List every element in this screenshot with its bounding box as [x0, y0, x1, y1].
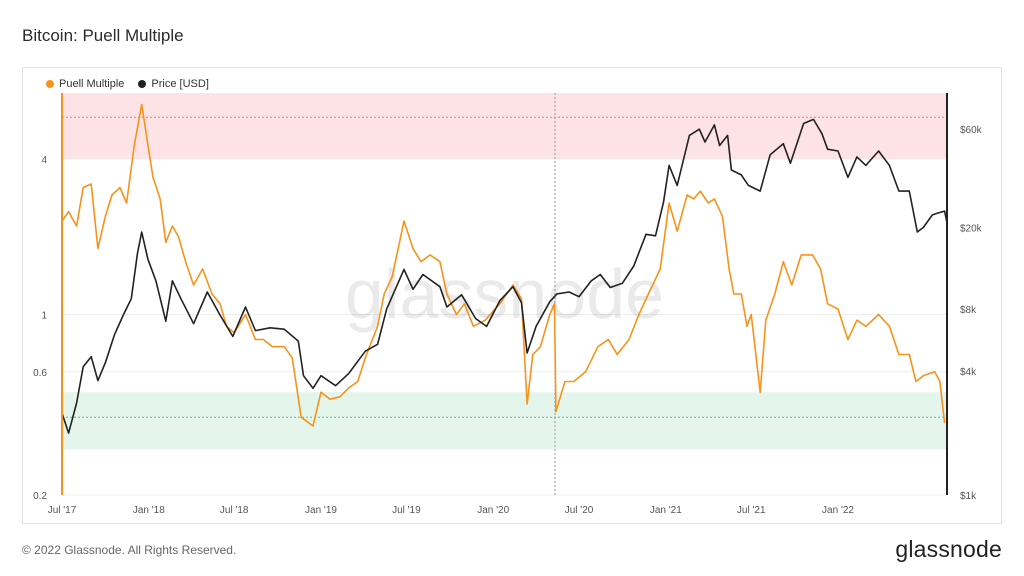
- legend-price-label: Price [USD]: [151, 78, 209, 90]
- red-zone: [62, 93, 947, 159]
- chart-title: Bitcoin: Puell Multiple: [22, 26, 184, 45]
- y-left-tick-0: 0.2: [33, 491, 47, 502]
- x-tick-0: Jul '17: [48, 505, 77, 516]
- green-zone: [62, 392, 947, 450]
- y-right-tick-4: $60k: [960, 125, 983, 136]
- x-tick-1: Jan '18: [133, 505, 165, 516]
- legend-price-dot: [138, 80, 147, 88]
- x-tick-4: Jul '19: [392, 505, 421, 516]
- copyright-footer: © 2022 Glassnode. All Rights Reserved.: [22, 543, 237, 557]
- x-tick-7: Jan '21: [650, 505, 682, 516]
- legend-puell-label: Puell Multiple: [59, 78, 125, 90]
- price-line: [61, 118, 948, 434]
- x-tick-9: Jan '22: [822, 505, 854, 516]
- legend-puell-dot: [46, 80, 54, 88]
- y-right-tick-1: $4k: [960, 367, 977, 378]
- x-tick-2: Jul '18: [220, 505, 249, 516]
- y-right-tick-2: $8k: [960, 305, 977, 316]
- x-tick-6: Jul '20: [565, 505, 594, 516]
- legend: Puell Multiple Price [USD]: [46, 78, 209, 90]
- y-left-tick-2: 1: [41, 310, 47, 321]
- glassnode-logo: glassnode: [895, 536, 1002, 562]
- x-tick-5: Jan '20: [477, 505, 509, 516]
- x-tick-8: Jul '21: [737, 505, 766, 516]
- y-right-tick-3: $20k: [960, 223, 983, 234]
- x-tick-3: Jan '19: [305, 505, 337, 516]
- y-left-tick-3: 4: [41, 155, 47, 166]
- legend-item-puell[interactable]: Puell Multiple: [46, 78, 124, 90]
- y-right-tick-0: $1k: [960, 491, 977, 502]
- y-left-tick-1: 0.6: [33, 368, 47, 379]
- legend-item-price[interactable]: Price [USD]: [138, 78, 209, 90]
- watermark-text: glassnode: [345, 255, 664, 333]
- chart-frame: [22, 67, 1002, 524]
